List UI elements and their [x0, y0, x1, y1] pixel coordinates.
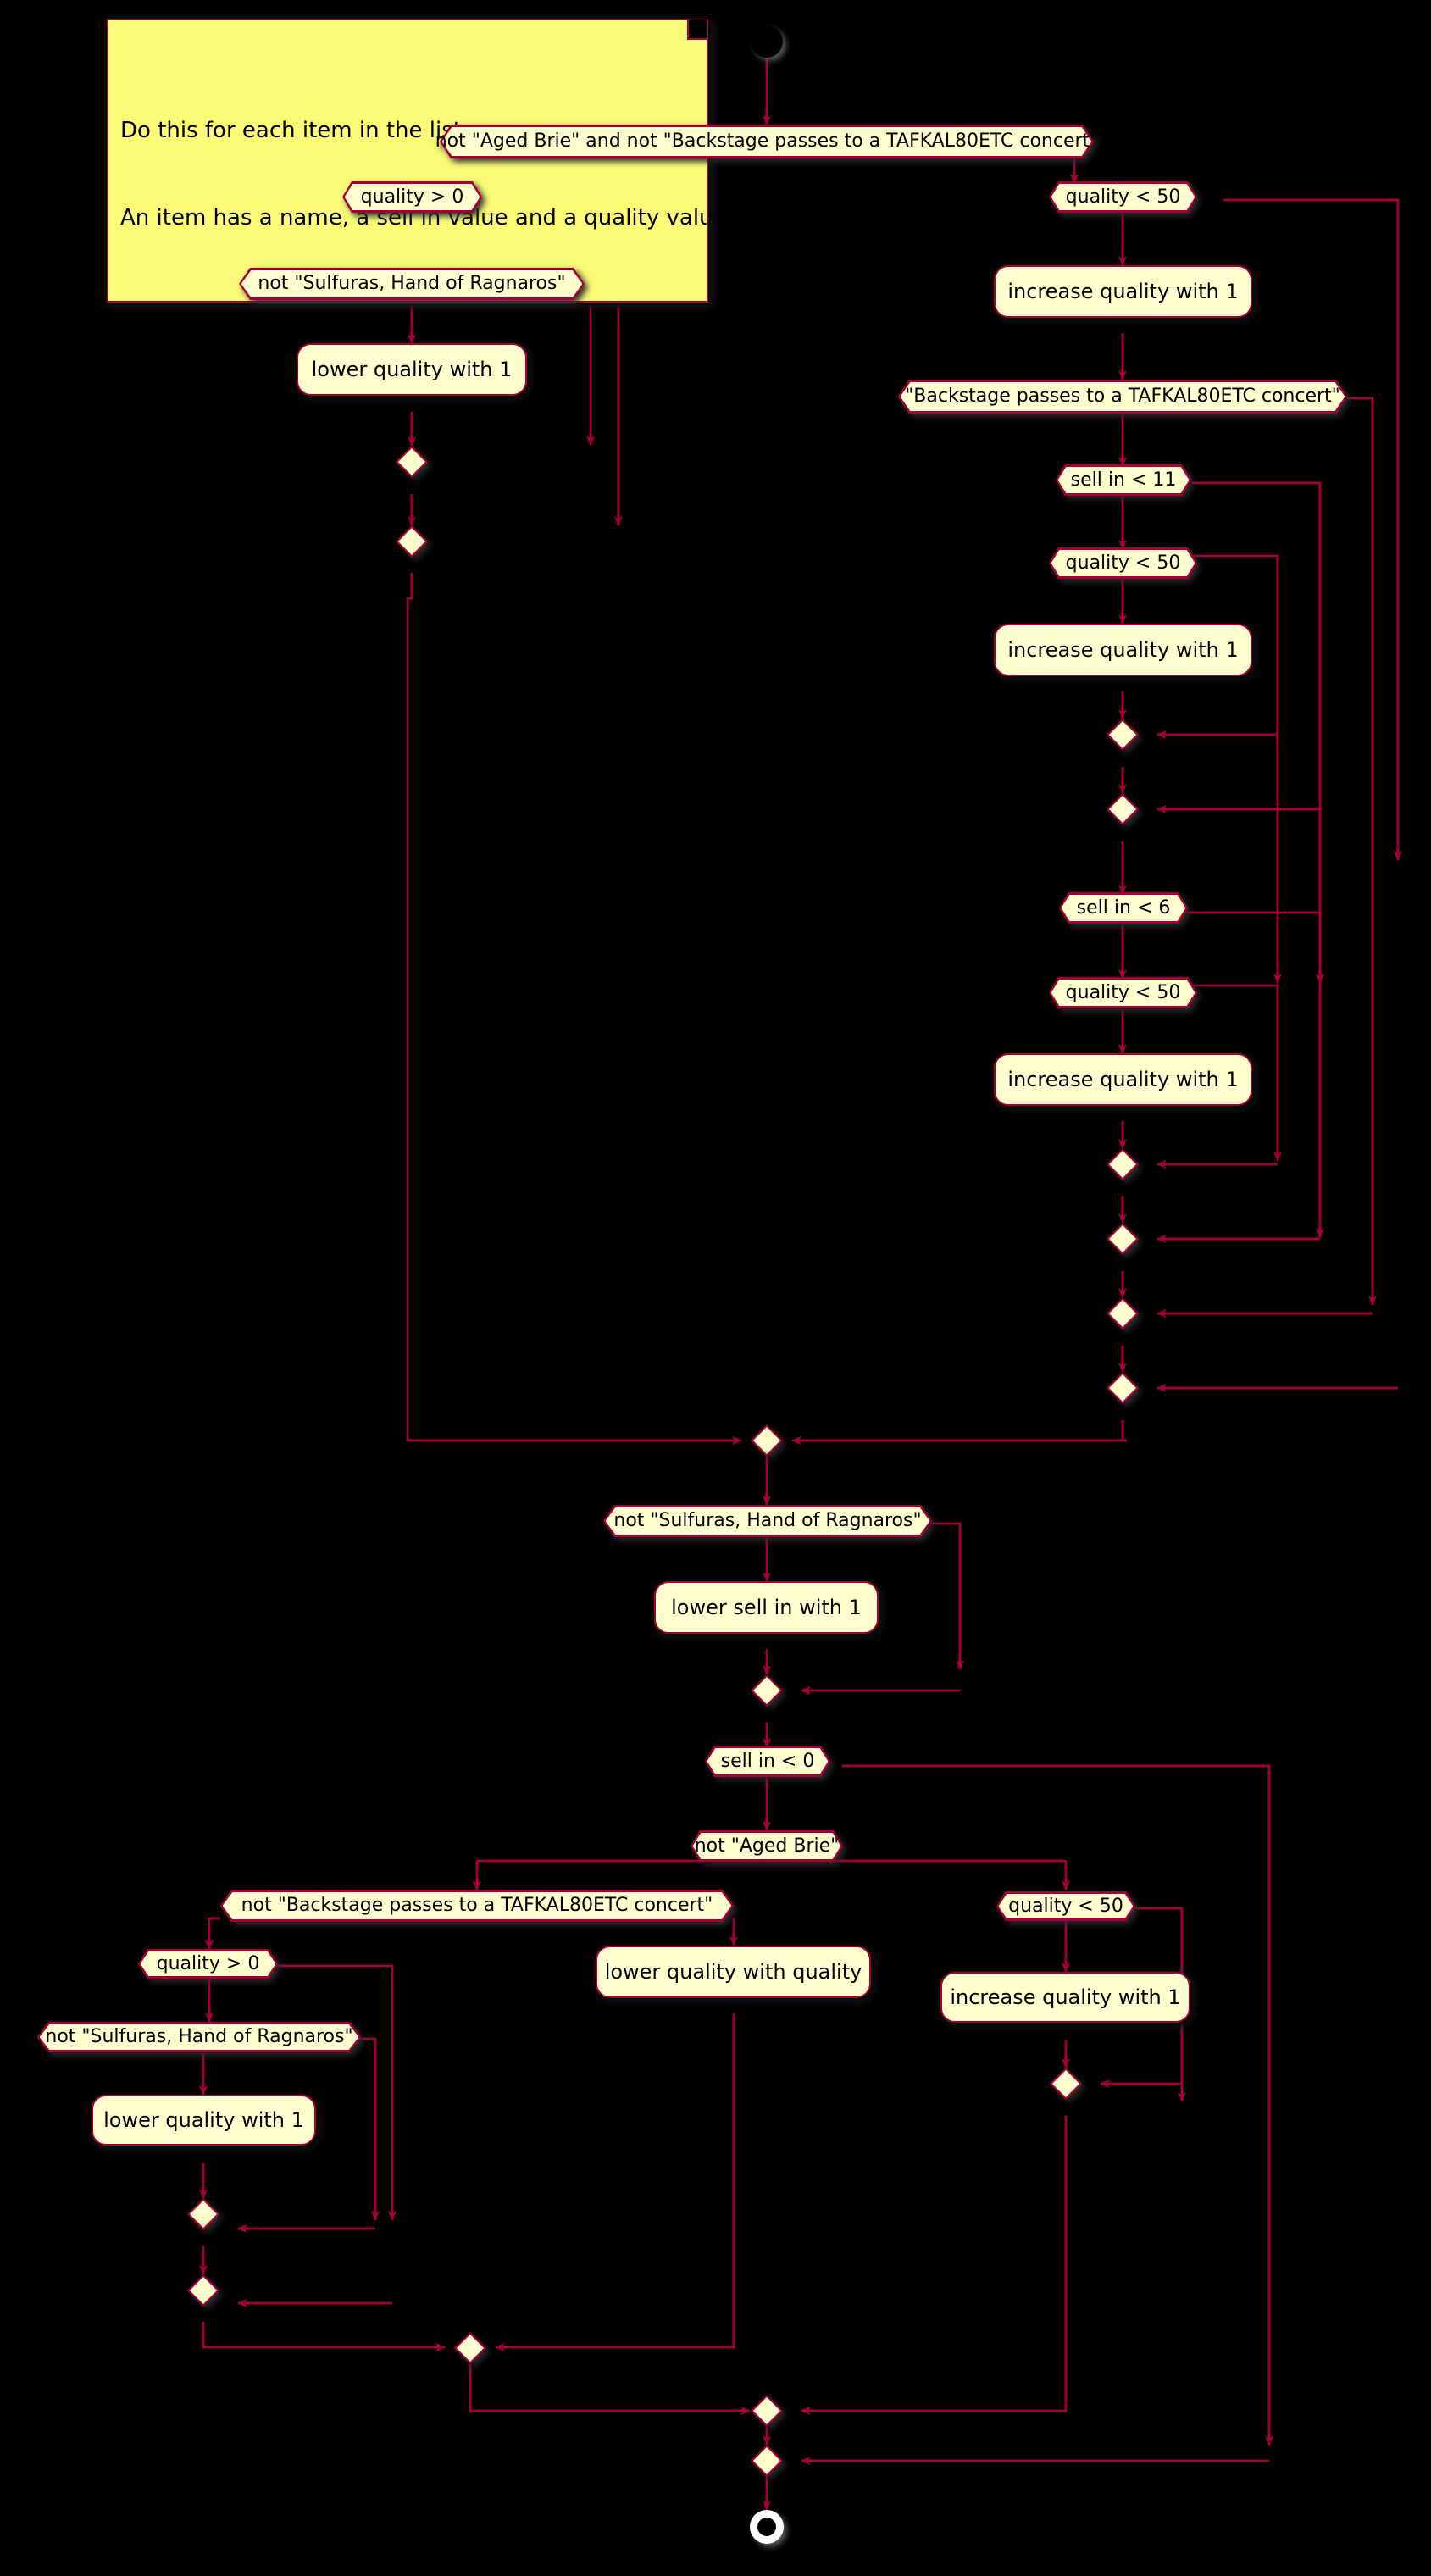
merge-diamond-9: [187, 2198, 219, 2230]
merge-diamond-3: [1107, 719, 1139, 751]
condition-label: quality < 50: [1008, 1895, 1123, 1917]
note-fold-corner: [687, 19, 707, 40]
condition-not-sulfuras-b[interactable]: not "Sulfuras, Hand of Ragnaros": [603, 1505, 932, 1537]
activity-label: lower quality with 1: [311, 358, 513, 381]
merge-diamond-6: [1107, 1223, 1139, 1255]
merge-diamond-main-join: [751, 1424, 783, 1457]
merge-diamond-16: [751, 2445, 783, 2477]
condition-label: sell in < 11: [1070, 469, 1177, 491]
activity-label: lower sell in with 1: [671, 1596, 862, 1619]
condition-backstage-passes[interactable]: "Backstage passes to a TAFKAL80ETC conce…: [898, 380, 1347, 414]
activity-increase-quality-with-1-a[interactable]: increase quality with 1: [994, 265, 1252, 318]
condition-not-aged-brie-and-not-backstage[interactable]: not "Aged Brie" and not "Backstage passe…: [435, 125, 1098, 158]
condition-not-backstage-passes[interactable]: not "Backstage passes to a TAFKAL80ETC c…: [220, 1890, 734, 1922]
activity-lower-quality-with-1-b[interactable]: lower quality with 1: [92, 2095, 316, 2146]
activity-label: lower quality with quality: [604, 1960, 862, 1984]
condition-label: sell in < 6: [1076, 897, 1171, 919]
activity-increase-quality-with-1-c[interactable]: increase quality with 1: [994, 1053, 1252, 1106]
condition-quality-gt-0-a[interactable]: quality > 0: [342, 181, 482, 213]
merge-diamond-4: [1107, 793, 1139, 825]
note-line-1: Do this for each item in the list.: [120, 117, 469, 143]
condition-not-sulfuras-c[interactable]: not "Sulfuras, Hand of Ragnaros": [37, 2022, 361, 2052]
condition-label: not "Aged Brie" and not "Backstage passe…: [435, 130, 1099, 152]
activity-lower-quality-with-1-a[interactable]: lower quality with 1: [297, 343, 527, 396]
note-box: Do this for each item in the list. An it…: [107, 19, 727, 303]
condition-label: sell in < 0: [720, 1750, 815, 1772]
condition-sell-in-lt-6[interactable]: sell in < 6: [1059, 892, 1188, 924]
condition-label: not "Backstage passes to a TAFKAL80ETC c…: [241, 1895, 713, 1916]
activity-increase-quality-with-1-d[interactable]: increase quality with 1: [940, 1972, 1190, 2023]
condition-label: not "Sulfuras, Hand of Ragnaros": [613, 1510, 922, 1531]
condition-label: quality < 50: [1065, 186, 1181, 208]
activity-label: increase quality with 1: [1007, 638, 1239, 662]
activity-increase-quality-with-1-b[interactable]: increase quality with 1: [994, 624, 1252, 676]
merge-diamond-10: [187, 2274, 219, 2307]
condition-quality-lt-50-a[interactable]: quality < 50: [1049, 181, 1197, 213]
condition-quality-lt-50-d[interactable]: quality < 50: [996, 1891, 1135, 1921]
merge-diamond-12: [751, 1674, 783, 1707]
condition-label: quality < 50: [1065, 981, 1181, 1003]
start-circle: [751, 25, 783, 58]
condition-label: quality > 0: [360, 186, 464, 208]
merge-diamond-2: [396, 525, 428, 558]
condition-quality-lt-50-b[interactable]: quality < 50: [1049, 547, 1197, 579]
activity-label: increase quality with 1: [1007, 1068, 1239, 1091]
merge-diamond-13: [1050, 2068, 1082, 2100]
note-line-2: An item has a name, a sell in value and …: [120, 204, 727, 230]
merge-diamond-14: [454, 2332, 486, 2364]
condition-label: quality < 50: [1065, 552, 1181, 574]
condition-label: quality > 0: [156, 1952, 260, 1974]
merge-diamond-7: [1107, 1297, 1139, 1330]
condition-sell-in-lt-11[interactable]: sell in < 11: [1056, 464, 1191, 496]
activity-lower-quality-with-quality[interactable]: lower quality with quality: [596, 1946, 871, 1998]
merge-diamond-15: [751, 2395, 783, 2427]
activity-label: increase quality with 1: [1007, 280, 1239, 303]
condition-quality-lt-50-c[interactable]: quality < 50: [1049, 977, 1197, 1008]
merge-diamond-5: [1107, 1148, 1139, 1180]
condition-quality-gt-0-b[interactable]: quality > 0: [138, 1949, 278, 1979]
end-circle: [750, 2510, 784, 2544]
merge-diamond-1: [396, 446, 428, 478]
condition-label: "Backstage passes to a TAFKAL80ETC conce…: [905, 386, 1340, 407]
condition-not-sulfuras-a[interactable]: not "Sulfuras, Hand of Ragnaros": [239, 268, 585, 300]
activity-label: lower quality with 1: [103, 2108, 304, 2132]
condition-not-aged-brie[interactable]: not "Aged Brie": [691, 1830, 843, 1862]
activity-lower-sell-in-with-1[interactable]: lower sell in with 1: [654, 1581, 879, 1634]
condition-label: not "Sulfuras, Hand of Ragnaros": [258, 273, 566, 294]
condition-sell-in-lt-0[interactable]: sell in < 0: [705, 1746, 830, 1777]
activity-label: increase quality with 1: [950, 1985, 1181, 2009]
condition-label: not "Sulfuras, Hand of Ragnaros": [45, 2026, 353, 2047]
merge-diamond-8: [1107, 1372, 1139, 1404]
condition-label: not "Aged Brie": [694, 1835, 840, 1857]
